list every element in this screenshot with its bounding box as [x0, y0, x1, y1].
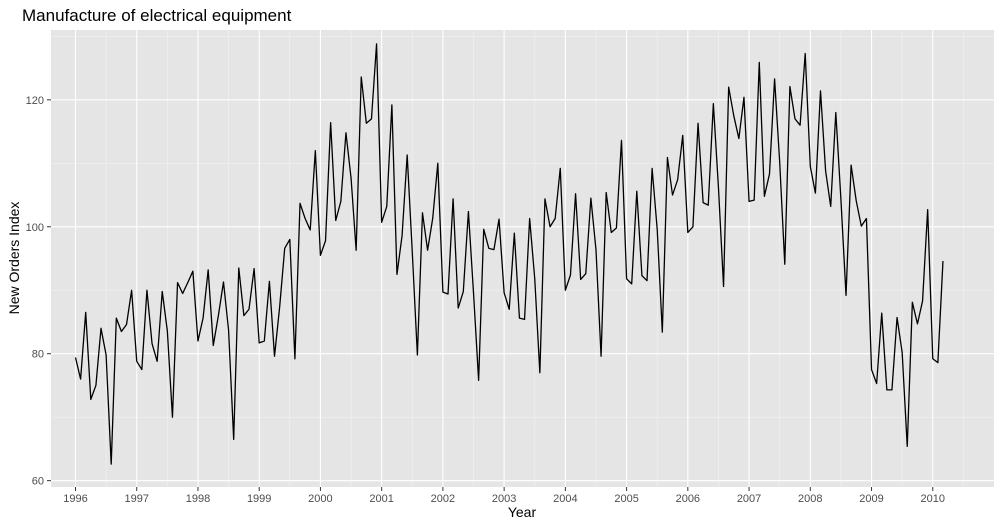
minor-gridlines — [51, 30, 994, 487]
x-tick-label: 2004 — [553, 493, 577, 505]
x-tick-label: 1998 — [186, 493, 210, 505]
major-gridlines — [51, 30, 994, 487]
x-tick-label: 2005 — [614, 493, 638, 505]
x-tick-label: 2007 — [737, 493, 761, 505]
x-tick-label: 2001 — [369, 493, 393, 505]
plot-panel — [51, 30, 994, 487]
x-tick-label: 2000 — [308, 493, 332, 505]
y-tick-label: 60 — [32, 476, 44, 488]
x-tick-label: 2010 — [921, 493, 945, 505]
x-axis: 1996 1997 1998 1999 2000 2001 2002 2003 2004 2005… — [63, 487, 945, 505]
x-axis-title: Year — [508, 504, 537, 520]
x-tick-label: 1996 — [63, 493, 87, 505]
x-tick-label: 2008 — [798, 493, 822, 505]
x-tick-label: 2002 — [431, 493, 455, 505]
chart-title: Manufacture of electrical equipment — [22, 6, 292, 25]
y-axis-title: New Orders Index — [6, 202, 22, 315]
x-tick-label: 2009 — [859, 493, 883, 505]
x-tick-label: 2006 — [676, 493, 700, 505]
x-tick-label: 1999 — [247, 493, 271, 505]
y-axis: 60 80 100 120 — [26, 95, 51, 488]
x-tick-label: 1997 — [124, 493, 148, 505]
series-line — [74, 43, 944, 465]
y-tick-label: 120 — [26, 95, 44, 107]
y-tick-label: 100 — [26, 222, 44, 234]
x-tick-label: 2003 — [492, 493, 516, 505]
y-tick-label: 80 — [32, 349, 44, 361]
